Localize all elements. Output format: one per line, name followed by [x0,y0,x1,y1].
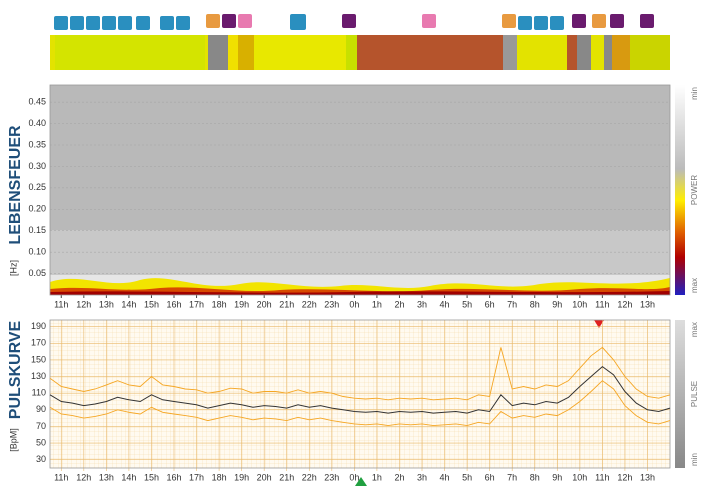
x-tick-label: 11h [595,472,609,482]
x-tick-label: 14h [121,299,136,309]
x-tick-label: 11h [595,299,609,309]
x-tick-label: 20h [257,299,272,309]
x-tick-label: 4h [440,299,450,309]
x-tick-label: 14h [121,472,136,482]
fine-grid [50,320,670,468]
x-tick-label: 13h [640,472,655,482]
x-tick-label: 22h [302,299,317,309]
x-tick-label: 13h [640,299,655,309]
x-tick-label: 21h [279,299,294,309]
x-tick-label: 12h [76,299,91,309]
x-tick-label: 16h [166,299,181,309]
x-tick-label: 16h [166,472,181,482]
y-tick-label: 0.20 [28,204,46,214]
x-tick-label: 7h [507,472,517,482]
colorbar-label: max [690,278,699,293]
y-tick-label: 0.05 [28,268,46,278]
x-tick-label: 9h [552,472,562,482]
y-tick-label: 0.15 [28,225,46,235]
x-tick-label: 3h [417,299,427,309]
x-tick-label: 6h [485,299,495,309]
pulse-colorbar [675,320,685,468]
x-tick-label: 4h [440,472,450,482]
x-tick-label: 15h [144,299,159,309]
x-tick-label: 5h [462,299,472,309]
x-tick-label: 13h [99,299,114,309]
pulse-line [49,346,671,401]
x-tick-label: 23h [324,472,339,482]
axis-label: [BpM] [8,428,18,452]
colorbar-label: min [690,453,699,466]
x-tick-label: 10h [572,472,587,482]
max-marker [594,320,604,328]
x-tick-label: 22h [302,472,317,482]
y-tick-label: 0.35 [28,139,46,149]
plot-frame [49,319,671,469]
x-tick-label: 17h [189,299,204,309]
x-tick-label: 0h [349,299,359,309]
x-tick-label: 1h [372,299,382,309]
x-tick-label: 8h [530,472,540,482]
colorbar-label: POWER [690,175,699,205]
pulse-line [49,380,671,427]
x-tick-label: 15h [144,472,159,482]
x-tick-label: 18h [212,299,227,309]
x-tick-label: 21h [279,472,294,482]
chart-title: PULSKURVE [7,320,24,419]
y-tick-label: 0.45 [28,97,46,107]
x-tick-label: 9h [552,299,562,309]
x-tick-label: 1h [372,472,382,482]
x-tick-label: 19h [234,472,249,482]
x-tick-label: 11h [54,299,68,309]
x-tick-label: 11h [54,472,68,482]
y-tick-label: 170 [31,338,46,348]
plot-frame [49,84,671,296]
x-tick-label: 2h [394,472,404,482]
x-tick-label: 18h [212,472,227,482]
y-tick-label: 0.40 [28,118,46,128]
night-marker [355,477,367,486]
x-tick-label: 6h [485,472,495,482]
x-tick-label: 20h [257,472,272,482]
colorbar-label: max [690,322,699,337]
colorbar-label: PULSE [690,381,699,407]
pulse-line [49,365,671,414]
activity-bar [50,14,670,70]
x-tick-label: 12h [617,299,632,309]
y-tick-label: 130 [31,371,46,381]
x-tick-label: 17h [189,472,204,482]
y-tick-label: 0.25 [28,182,46,192]
y-tick-label: 90 [36,404,46,414]
y-tick-label: 150 [31,354,46,364]
x-tick-label: 19h [234,299,249,309]
x-tick-label: 3h [417,472,427,482]
axis-label: [Hz] [8,260,18,276]
spectrogram [50,85,670,295]
x-tick-label: 8h [530,299,540,309]
y-tick-label: 50 [36,437,46,447]
y-tick-label: 30 [36,454,46,464]
colorbar-label: min [690,87,699,100]
power-colorbar [675,85,685,295]
y-tick-label: 70 [36,421,46,431]
x-tick-label: 12h [76,472,91,482]
y-tick-label: 0.10 [28,247,46,257]
x-tick-label: 10h [572,299,587,309]
y-tick-label: 110 [32,388,46,398]
x-tick-label: 5h [462,472,472,482]
y-tick-label: 0.30 [28,161,46,171]
x-tick-label: 23h [324,299,339,309]
x-tick-label: 2h [394,299,404,309]
x-tick-label: 0h [349,472,359,482]
chart-title: LEBENSFEUER [7,125,24,245]
x-tick-label: 7h [507,299,517,309]
x-tick-label: 12h [617,472,632,482]
y-tick-label: 190 [31,321,46,331]
x-tick-label: 13h [99,472,114,482]
